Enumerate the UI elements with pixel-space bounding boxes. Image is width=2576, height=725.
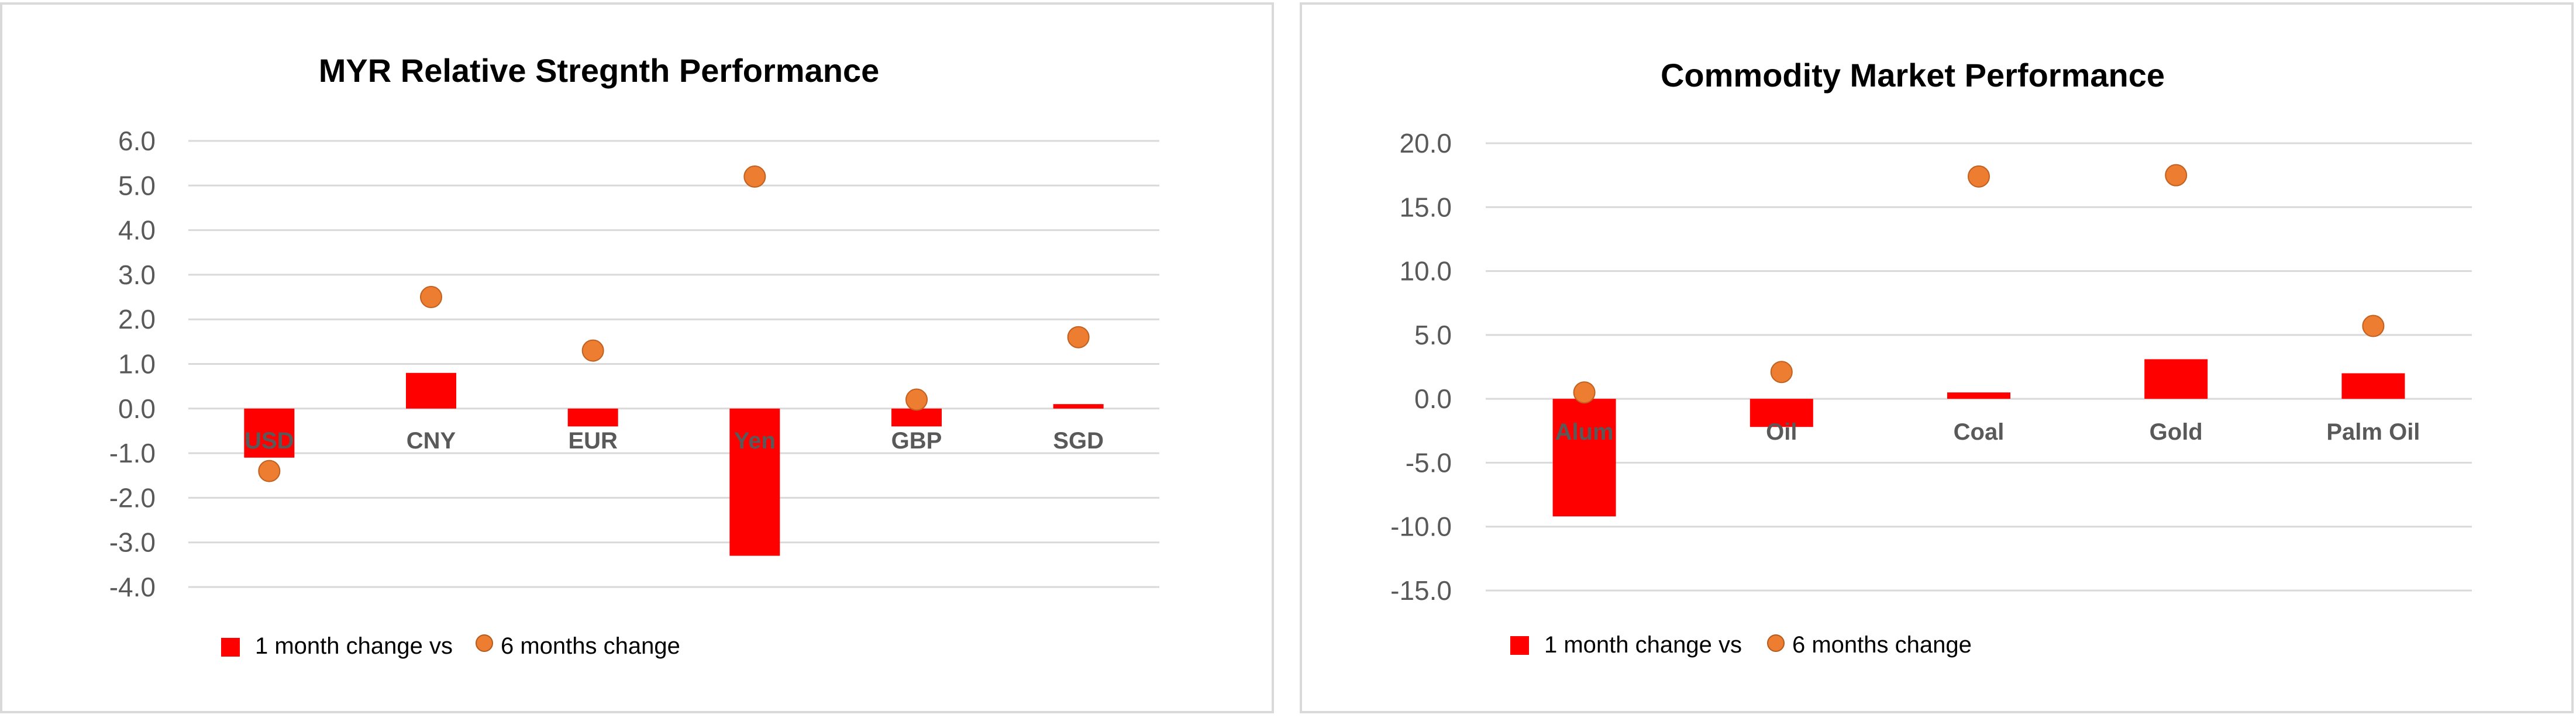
- chart-panel-commodity: Commodity Market Performance 20.0 15.0 10.…: [1300, 2, 2574, 713]
- bar: [1947, 392, 2010, 399]
- legend: 1 month change vs 6 months change: [221, 633, 680, 659]
- category-label: Coal: [1954, 419, 2005, 445]
- bar: [244, 408, 295, 458]
- scatter-point: [1770, 361, 1793, 384]
- bar: [2144, 359, 2208, 399]
- y-tick-label: 15.0: [1399, 192, 1452, 222]
- category-label: Gold: [2150, 419, 2203, 445]
- y-tick-label: -1.0: [109, 438, 156, 468]
- category-label: Yen: [734, 428, 776, 454]
- legend-bar-swatch: [221, 638, 240, 657]
- chart-title: MYR Relative Stregnth Performance: [319, 52, 879, 89]
- scatter-point: [1573, 381, 1596, 404]
- y-tick-label: 5.0: [1414, 320, 1452, 350]
- y-tick-label: 20.0: [1399, 128, 1452, 158]
- y-tick-label: 3.0: [118, 260, 156, 290]
- category-label: USD: [244, 428, 294, 454]
- legend-dot-swatch: [476, 634, 493, 652]
- chart-panel-currency: MYR Relative Stregnth Performance 6.0 5.0…: [0, 2, 1274, 713]
- y-tick-label: -15.0: [1390, 575, 1452, 606]
- legend-label-bar: 1 month change vs: [255, 633, 453, 659]
- scatter-point: [581, 339, 604, 362]
- y-tick-label: 1.0: [118, 349, 156, 379]
- y-tick-label: 10.0: [1399, 256, 1452, 286]
- category-label: EUR: [568, 428, 618, 454]
- bar: [567, 408, 618, 427]
- scatter-point: [2362, 315, 2385, 337]
- y-tick-label: 5.0: [118, 170, 156, 201]
- bar: [1053, 404, 1104, 409]
- bar: [729, 408, 780, 556]
- scatter-point: [1968, 165, 1990, 188]
- category-label: Alum: [1555, 419, 1614, 445]
- scatter-point: [420, 286, 442, 309]
- scatter-point: [2165, 164, 2188, 187]
- y-tick-label: 0.0: [118, 393, 156, 424]
- bar: [891, 408, 942, 427]
- legend-bar-swatch: [1510, 636, 1529, 655]
- category-label: Oil: [1766, 419, 1797, 445]
- category-label: GBP: [891, 428, 942, 454]
- bar: [2341, 373, 2405, 399]
- category-label: Palm Oil: [2326, 419, 2420, 445]
- y-tick-label: 2.0: [118, 304, 156, 334]
- legend-label-bar: 1 month change vs: [1544, 632, 1742, 658]
- legend-label-dot: 6 months change: [1792, 632, 1972, 658]
- commodity-chart-svg: Commodity Market Performance 20.0 15.0 10.…: [1390, 57, 2472, 658]
- category-label: SGD: [1053, 428, 1104, 454]
- bar: [1552, 399, 1616, 517]
- category-label: CNY: [407, 428, 456, 454]
- y-tick-label: -2.0: [109, 482, 156, 513]
- scatter-point: [905, 388, 928, 411]
- legend-label-dot: 6 months change: [501, 633, 680, 659]
- y-tick-label: -5.0: [1406, 447, 1452, 478]
- scatter-point: [1067, 326, 1090, 348]
- y-tick-label: -10.0: [1390, 512, 1452, 542]
- scatter-point: [258, 460, 281, 482]
- bar: [1750, 399, 1813, 427]
- chart-title: Commodity Market Performance: [1661, 57, 2165, 94]
- y-tick-label: -3.0: [109, 527, 156, 558]
- scatter-point: [743, 165, 766, 188]
- bar: [406, 372, 456, 409]
- legend: 1 month change vs 6 months change: [1510, 632, 1972, 658]
- y-tick-label: 4.0: [118, 215, 156, 246]
- legend-dot-swatch: [1767, 634, 1785, 652]
- y-tick-label: -4.0: [109, 572, 156, 602]
- y-tick-label: 6.0: [118, 126, 156, 156]
- y-tick-label: 0.0: [1414, 384, 1452, 414]
- currency-chart-svg: MYR Relative Stregnth Performance 6.0 5.0…: [109, 52, 1159, 659]
